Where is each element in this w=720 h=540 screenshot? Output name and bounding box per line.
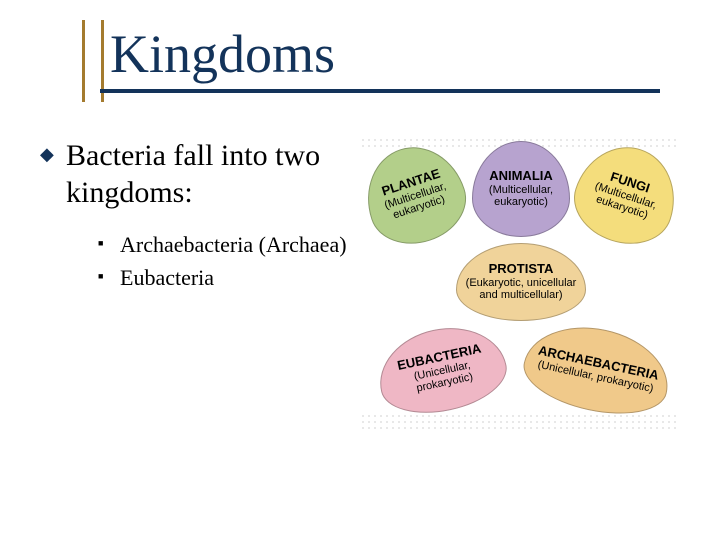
kingdom-leaf-plantae: PLANTAE(Multicellular, eukaryotic) [354, 134, 477, 256]
main-bullet: Bacteria fall into two kingdoms: [40, 137, 350, 212]
kingdom-leaf-archaebacteria: ARCHAEBACTERIA(Unicellular, prokaryotic) [517, 314, 677, 425]
diagram-column: PLANTAE(Multicellular, eukaryotic)ANIMAL… [360, 137, 680, 437]
body-area: Bacteria fall into two kingdoms: Archaeb… [40, 127, 680, 437]
kingdoms-diagram: PLANTAE(Multicellular, eukaryotic)ANIMAL… [360, 137, 680, 437]
slide-title: Kingdoms [110, 20, 680, 83]
kingdom-desc: (Eukaryotic, unicellular and multicellul… [463, 277, 579, 302]
kingdom-name: PROTISTA [489, 262, 554, 277]
sub-bullet-item: Eubacteria [98, 263, 350, 293]
text-column: Bacteria fall into two kingdoms: Archaeb… [40, 137, 350, 437]
title-underline [100, 89, 660, 93]
title-area: Kingdoms [40, 20, 680, 97]
slide: Kingdoms Bacteria fall into two kingdoms… [0, 0, 720, 540]
kingdom-leaf-animalia: ANIMALIA(Multicellular, eukaryotic) [472, 141, 570, 237]
sub-bullet-list: Archaebacteria (Archaea) Eubacteria [40, 230, 350, 293]
sub-bullet-item: Archaebacteria (Archaea) [98, 230, 350, 260]
kingdom-leaf-fungi: FUNGI(Multicellular, eukaryotic) [564, 134, 689, 256]
kingdom-leaf-eubacteria: EUBACTERIA(Unicellular, prokaryotic) [371, 316, 513, 423]
kingdom-desc: (Multicellular, eukaryotic) [479, 184, 563, 209]
kingdom-leaf-protista: PROTISTA(Eukaryotic, unicellular and mul… [456, 243, 586, 321]
grid-texture [360, 413, 680, 431]
kingdom-name: ANIMALIA [489, 169, 553, 184]
